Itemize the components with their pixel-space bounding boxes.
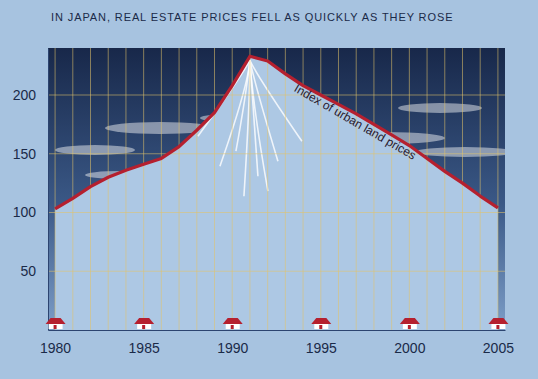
y-axis: 50 100 150 200: [13, 49, 49, 331]
snow: [250, 60, 268, 191]
grid-line-x: [356, 48, 357, 330]
grid-line-x: [90, 48, 91, 330]
house-roof: [311, 318, 331, 324]
house-door: [496, 325, 499, 329]
x-tick: 1990: [217, 318, 248, 356]
grid-line-x: [320, 48, 321, 330]
grid-line-x: [55, 48, 56, 330]
house-door: [231, 325, 234, 329]
grid-line-x: [391, 48, 392, 330]
y-tick: 50: [20, 263, 48, 279]
house-roof: [400, 318, 420, 324]
house-roof: [134, 318, 154, 324]
x-tick-label: 1980: [40, 340, 71, 356]
grid-line-y: [48, 212, 505, 213]
grid-line-x: [285, 48, 286, 330]
grid-line-x: [125, 48, 126, 330]
title: IN JAPAN, REAL ESTATE PRICES FELL AS QUI…: [51, 11, 453, 23]
grid-line-x: [143, 48, 144, 330]
plot-area: [48, 48, 505, 330]
x-axis: 1980 1985 1990 1995 2000 2005: [40, 318, 514, 356]
grid-line-x: [232, 48, 233, 330]
grid-line-x: [373, 48, 374, 330]
x-tick-label: 1995: [306, 340, 337, 356]
grid-line-x: [444, 48, 445, 330]
y-axis-line: [48, 49, 49, 331]
x-tick-label: 2000: [394, 340, 425, 356]
grid-line-y: [48, 271, 505, 272]
x-tick: 1980: [40, 318, 71, 356]
y-tick: 150: [13, 146, 48, 162]
grid-line-x: [72, 48, 73, 330]
house-roof: [223, 318, 243, 324]
grid-line-x: [214, 48, 215, 330]
grid-line-x: [409, 48, 410, 330]
series-line: [55, 56, 498, 209]
grid-line-x: [196, 48, 197, 330]
grid-line-x: [179, 48, 180, 330]
x-tick-label: 2005: [483, 340, 514, 356]
house-door: [319, 325, 322, 329]
house-door: [54, 325, 57, 329]
grid-line-y: [48, 153, 505, 154]
y-tick-label: 200: [13, 87, 37, 103]
cloud: [398, 103, 482, 113]
series-label: Index of urban land prices: [292, 81, 419, 162]
mountain-area: [55, 56, 498, 330]
x-tick: 2005: [483, 318, 514, 356]
x-tick-label: 1990: [217, 340, 248, 356]
y-tick-label: 50: [20, 263, 36, 279]
y-tick: 200: [13, 87, 48, 103]
x-tick: 1985: [129, 318, 160, 356]
grid-line-x: [427, 48, 428, 330]
y-tick-label: 100: [13, 204, 37, 220]
grid-line-x: [249, 48, 250, 330]
x-tick: 1995: [306, 318, 337, 356]
grid-line-x: [480, 48, 481, 330]
grid-line-x: [161, 48, 162, 330]
y-tick-label: 150: [13, 146, 37, 162]
grid-line-x: [338, 48, 339, 330]
grid-line-x: [267, 48, 268, 330]
x-tick-label: 1985: [129, 340, 160, 356]
x-axis-line: [49, 330, 506, 331]
house-roof: [488, 318, 508, 324]
plot-background: [48, 48, 505, 330]
snow: [220, 60, 250, 166]
snow: [250, 60, 278, 161]
grid-line-x: [497, 48, 498, 330]
house-roof: [46, 318, 66, 324]
grid-line-x: [108, 48, 109, 330]
house-door: [142, 325, 145, 329]
house-door: [408, 325, 411, 329]
x-tick: 2000: [394, 318, 425, 356]
chart: IN JAPAN, REAL ESTATE PRICES FELL AS QUI…: [0, 0, 538, 379]
grid-line-x: [462, 48, 463, 330]
y-tick: 100: [13, 204, 48, 220]
cloud: [415, 147, 505, 157]
snow: [244, 60, 250, 196]
grid-line-y: [48, 95, 505, 96]
